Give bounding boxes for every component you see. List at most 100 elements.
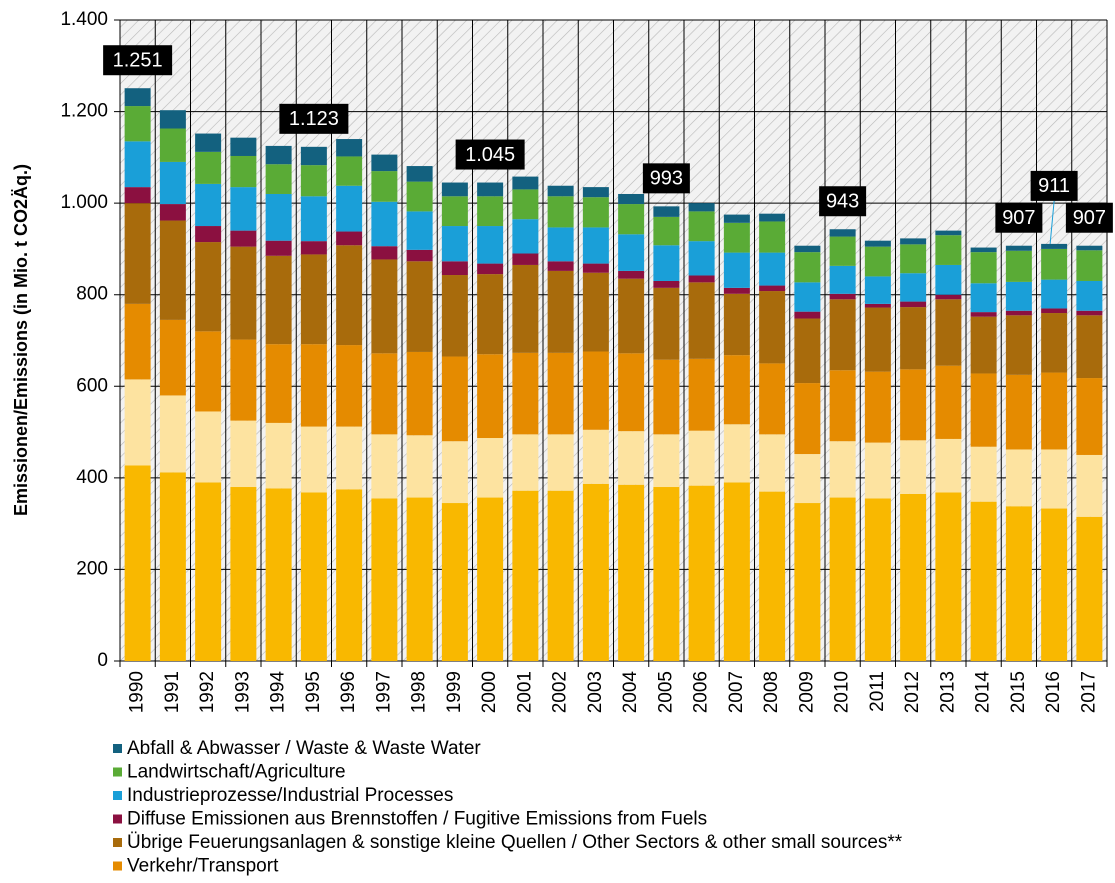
bar-segment	[336, 139, 363, 157]
bar-segment	[406, 435, 433, 498]
bar-segment	[653, 287, 680, 360]
legend-label: Industrieprozesse/Industrial Processes	[127, 785, 453, 806]
bar-segment	[864, 498, 891, 661]
leader-line	[1049, 200, 1055, 244]
bar-segment	[864, 303, 891, 308]
bar-segment	[582, 429, 609, 484]
bar-segment	[371, 246, 398, 260]
bar-segment	[336, 426, 363, 490]
total-label-box	[1065, 202, 1113, 233]
bar-segment	[195, 183, 222, 227]
bar-segment	[759, 213, 786, 222]
bar-segment	[794, 311, 821, 319]
x-tick-label: 2015	[1008, 671, 1029, 713]
bar-segment	[970, 446, 997, 502]
bar-segment	[759, 434, 786, 492]
bar-segment	[864, 371, 891, 443]
bar-segment	[477, 497, 504, 661]
x-tick-label: 1993	[232, 671, 253, 713]
legend-swatch	[113, 814, 122, 824]
x-tick-label: 1997	[373, 671, 394, 713]
bar-segment	[653, 280, 680, 288]
bar-segment	[829, 441, 856, 498]
x-tick-label: 2001	[514, 671, 535, 713]
bar-segment	[159, 204, 186, 221]
bar-segment	[653, 434, 680, 488]
bar-segment	[441, 356, 468, 442]
total-label: 1.123	[289, 108, 339, 130]
bar-segment	[900, 307, 927, 370]
bar-segment	[1005, 310, 1032, 316]
bar-segment	[618, 270, 645, 279]
x-tick-label: 1996	[338, 671, 359, 713]
bar-segment	[159, 220, 186, 320]
bar-segment	[935, 294, 962, 300]
bar-segment	[124, 187, 151, 204]
y-tick-label: 0	[97, 650, 108, 671]
bar-segment	[230, 420, 257, 488]
total-label: 911	[1038, 175, 1070, 197]
bar-segment	[794, 245, 821, 253]
y-tick-label: 600	[76, 375, 108, 396]
bar-segment	[1041, 508, 1068, 661]
bar-segment	[582, 263, 609, 273]
bar-segment	[1076, 315, 1103, 379]
bar-segment	[159, 161, 186, 205]
bar-segment	[618, 193, 645, 205]
bar-segment	[970, 252, 997, 284]
x-tick-label: 2004	[620, 671, 641, 714]
bar-segment	[864, 240, 891, 247]
legend-label: Landwirtschaft/Agriculture	[127, 762, 346, 783]
bar-segment	[1041, 279, 1068, 309]
total-label-box	[642, 163, 690, 194]
y-tick-label: 800	[76, 284, 108, 305]
bar-segment	[441, 196, 468, 227]
bar-segment	[1041, 308, 1068, 314]
bar-segment	[759, 491, 786, 661]
bar-segment	[124, 465, 151, 661]
bar-segment	[124, 303, 151, 380]
bar-segment	[723, 214, 750, 223]
bar-segment	[371, 259, 398, 354]
total-label: 943	[826, 191, 859, 213]
bar-segment	[935, 492, 962, 661]
bar-segment	[336, 489, 363, 661]
bar-segment	[124, 88, 151, 107]
bar-segment	[547, 434, 574, 491]
x-tick-label: 2013	[937, 671, 958, 713]
bar-segment	[371, 154, 398, 172]
bar-segment	[406, 181, 433, 212]
x-tick-label: 2016	[1043, 671, 1064, 713]
bar-segment	[477, 263, 504, 275]
x-tick-label: 2014	[973, 671, 994, 714]
bar-segment	[794, 252, 821, 283]
bar-segment	[195, 482, 222, 661]
x-tick-label: 2012	[902, 671, 923, 713]
bar-segment	[336, 345, 363, 427]
bar-segment	[124, 106, 151, 142]
bar-segment	[970, 373, 997, 447]
x-tick-label: 2010	[832, 671, 853, 713]
legend-swatch	[113, 767, 122, 777]
bar-segment	[582, 187, 609, 198]
bar-segment	[195, 226, 222, 243]
bar-segment	[1041, 248, 1068, 280]
bar-segment	[829, 229, 856, 237]
bar-segment	[512, 189, 539, 220]
bar-segment	[371, 498, 398, 661]
bar-segment	[759, 291, 786, 364]
bar-segment	[653, 216, 680, 246]
bar-segment	[864, 307, 891, 372]
bar-segment	[723, 424, 750, 483]
bar-segment	[1076, 378, 1103, 455]
bar-segment	[653, 487, 680, 661]
bar-segment	[688, 211, 715, 242]
bar-segment	[653, 206, 680, 217]
bar-segment	[582, 227, 609, 264]
bar-segment	[1076, 454, 1103, 517]
total-label-box	[819, 186, 867, 217]
bar-segment	[688, 358, 715, 431]
bar-segment	[406, 211, 433, 250]
bar-segment	[829, 293, 856, 300]
bar-segment	[547, 261, 574, 271]
